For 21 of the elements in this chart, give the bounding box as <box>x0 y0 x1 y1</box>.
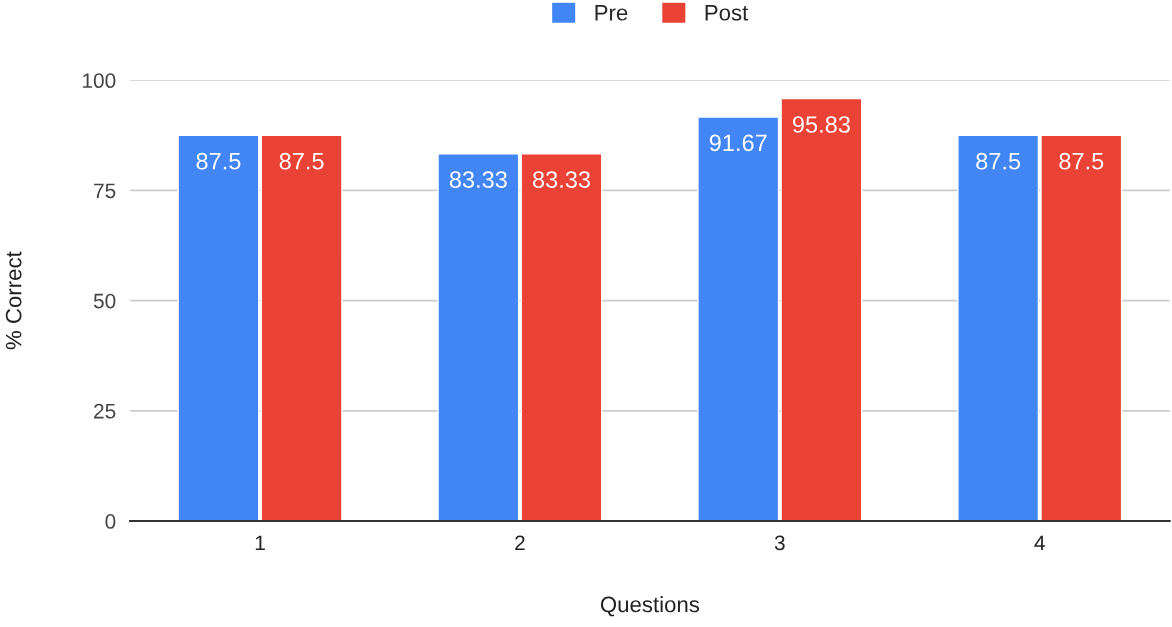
x-axis-title: Questions <box>600 596 700 617</box>
x-tick-label: 1 <box>255 535 265 551</box>
x-tick-label: 2 <box>515 535 525 551</box>
data-label: 87.5 <box>279 152 324 170</box>
x-tick-label: 3 <box>774 535 785 551</box>
y-tick-label: 25 <box>94 403 116 419</box>
legend-label: Post <box>705 5 749 21</box>
data-label: 83.33 <box>533 171 591 188</box>
data-label: 87.5 <box>976 152 1021 170</box>
data-label: 95.83 <box>792 116 850 133</box>
legend-label: Pre <box>595 5 628 21</box>
data-label: 83.33 <box>449 171 507 188</box>
data-label: 91.67 <box>709 134 767 152</box>
y-axis-title: % Correct <box>5 251 22 350</box>
x-tick-label: 4 <box>1034 535 1045 551</box>
y-tick-label: 50 <box>93 293 116 309</box>
y-tick-label: 100 <box>83 73 116 89</box>
data-label: 87.5 <box>1059 152 1104 170</box>
y-tick-label: 75 <box>94 183 116 199</box>
y-tick-label: 0 <box>105 514 116 529</box>
data-label: 87.5 <box>196 152 241 170</box>
